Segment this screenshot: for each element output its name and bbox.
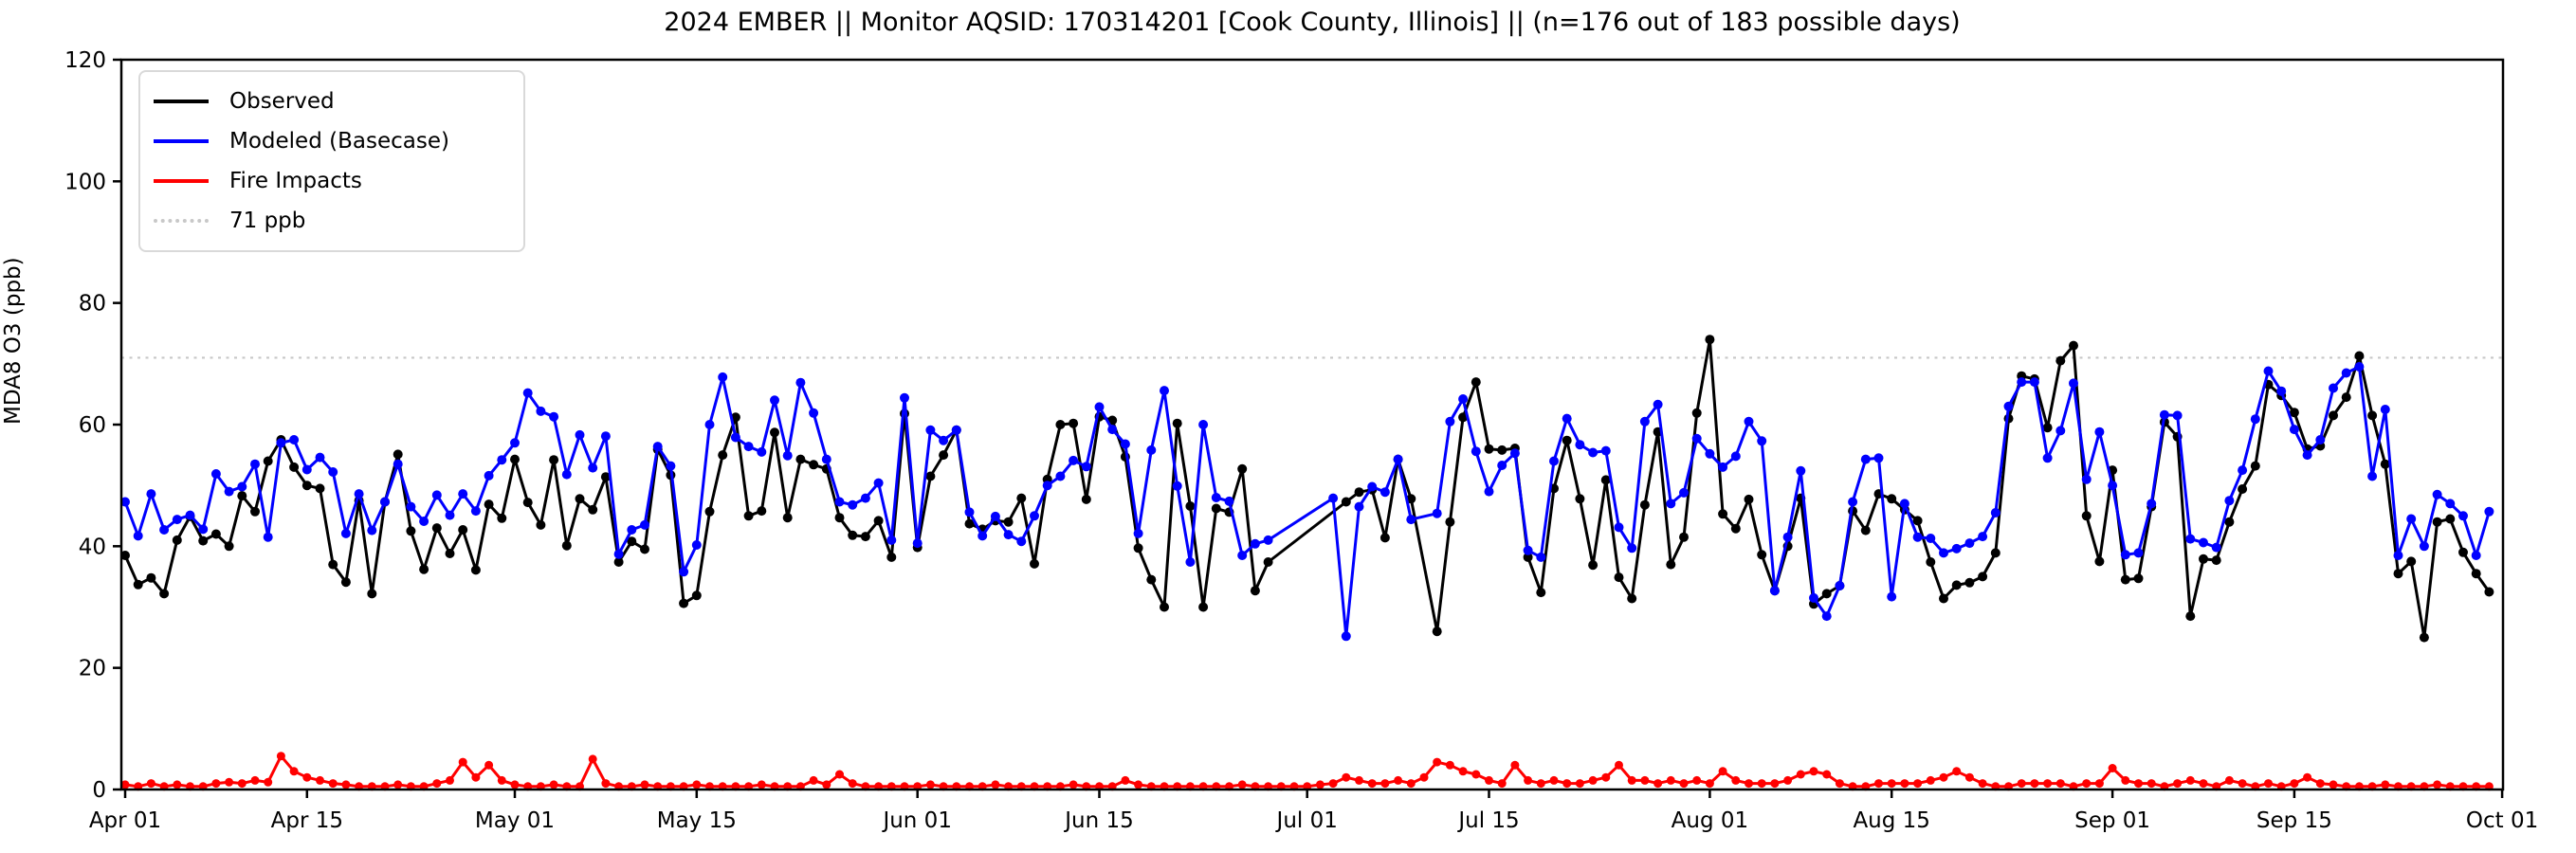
legend-item-modeled: Modeled (Basecase): [154, 121, 506, 161]
svg-text:Jun 01: Jun 01: [881, 808, 952, 833]
svg-text:Aug 01: Aug 01: [1672, 808, 1749, 833]
svg-text:Sep 01: Sep 01: [2074, 808, 2150, 833]
svg-text:Apr 01: Apr 01: [89, 808, 161, 833]
legend-label: 71 ppb: [229, 209, 306, 233]
svg-text:Sep 15: Sep 15: [2256, 808, 2332, 833]
svg-text:Jul 15: Jul 15: [1456, 808, 1519, 833]
fire-line-swatch: [154, 179, 209, 183]
svg-text:20: 20: [79, 657, 106, 681]
svg-text:120: 120: [64, 48, 106, 73]
svg-text:Oct 01: Oct 01: [2466, 808, 2538, 833]
observed-line-swatch: [154, 100, 209, 103]
svg-text:60: 60: [79, 413, 106, 438]
svg-text:Jun 15: Jun 15: [1063, 808, 1134, 833]
legend-label: Modeled (Basecase): [229, 129, 449, 154]
legend-item-observed: Observed: [154, 82, 506, 121]
legend-item-threshold: 71 ppb: [154, 201, 506, 241]
svg-text:May 01: May 01: [475, 808, 555, 833]
svg-text:80: 80: [79, 292, 106, 317]
svg-text:Aug 15: Aug 15: [1853, 808, 1930, 833]
svg-text:0: 0: [92, 778, 106, 803]
legend-label: Fire Impacts: [229, 169, 362, 193]
svg-text:40: 40: [79, 535, 106, 559]
chart-title: 2024 EMBER || Monitor AQSID: 170314201 […: [664, 8, 1961, 37]
legend-label: Observed: [229, 89, 335, 114]
legend-item-fire: Fire Impacts: [154, 161, 506, 201]
threshold-line-swatch: [154, 219, 209, 223]
modeled-line-swatch: [154, 139, 209, 143]
svg-text:Jul 01: Jul 01: [1275, 808, 1338, 833]
svg-text:May 15: May 15: [657, 808, 737, 833]
legend-box: Observed Modeled (Basecase) Fire Impacts…: [138, 70, 525, 252]
svg-text:100: 100: [64, 170, 106, 194]
svg-text:Apr 15: Apr 15: [271, 808, 343, 833]
